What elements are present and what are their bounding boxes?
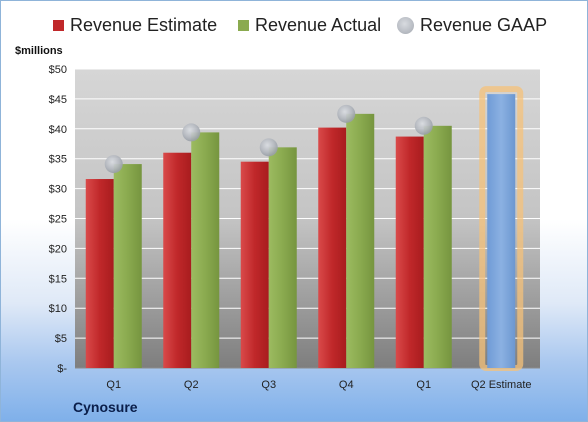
legend-swatch-actual — [238, 20, 249, 31]
bar-revenue-estimate — [395, 136, 424, 368]
bar-revenue-estimate — [318, 127, 347, 368]
y-tick-label: $5 — [55, 333, 67, 345]
bar-revenue-actual — [191, 132, 220, 368]
x-tick-label: Q4 — [339, 379, 354, 391]
bar-revenue-estimate — [85, 179, 114, 368]
marker-revenue-gaap — [259, 138, 278, 157]
legend-label-estimate: Revenue Estimate — [70, 15, 218, 35]
legend-label-gaap: Revenue GAAP — [420, 15, 548, 35]
y-tick-label: $50 — [49, 64, 67, 76]
legend-marker-gaap — [397, 17, 414, 34]
y-tick-label: $20 — [49, 243, 67, 255]
bar-revenue-estimate — [240, 161, 269, 368]
y-tick-label: $35 — [49, 154, 67, 166]
y-tick-label: $- — [57, 363, 67, 375]
legend-item-revenue-estimate: Revenue Estimate — [53, 15, 217, 36]
x-tick-label: Q3 — [261, 379, 276, 391]
bar-revenue-actual — [113, 164, 142, 368]
y-tick-label: $30 — [49, 184, 67, 196]
x-tick-label: Q1 — [106, 379, 121, 391]
bar-future-estimate — [487, 94, 516, 368]
chart-legend: Revenue Estimate Revenue Actual Revenue … — [1, 15, 587, 43]
bar-revenue-estimate — [163, 152, 192, 368]
legend-item-revenue-actual: Revenue Actual — [238, 15, 381, 36]
x-tick-label: Q2 — [184, 379, 199, 391]
marker-revenue-gaap — [337, 104, 356, 123]
marker-revenue-gaap — [182, 123, 201, 142]
y-tick-label: $40 — [49, 124, 67, 136]
bar-revenue-actual — [423, 125, 452, 368]
legend-swatch-estimate — [53, 20, 64, 31]
y-axis-unit-label: $millions — [15, 45, 63, 57]
y-tick-label: $25 — [49, 214, 67, 226]
legend-item-revenue-gaap: Revenue GAAP — [397, 15, 547, 36]
legend-label-actual: Revenue Actual — [255, 15, 382, 35]
x-tick-label: Q1 — [416, 379, 431, 391]
y-tick-label: $45 — [49, 94, 67, 106]
company-name: Cynosure — [73, 399, 138, 415]
bar-revenue-actual — [346, 113, 375, 368]
y-tick-label: $15 — [49, 273, 67, 285]
marker-revenue-gaap — [104, 155, 123, 174]
marker-revenue-gaap — [414, 116, 433, 135]
bar-revenue-actual — [268, 147, 297, 368]
y-tick-label: $10 — [49, 303, 67, 315]
x-tick-label: Q2 Estimate — [471, 379, 532, 391]
